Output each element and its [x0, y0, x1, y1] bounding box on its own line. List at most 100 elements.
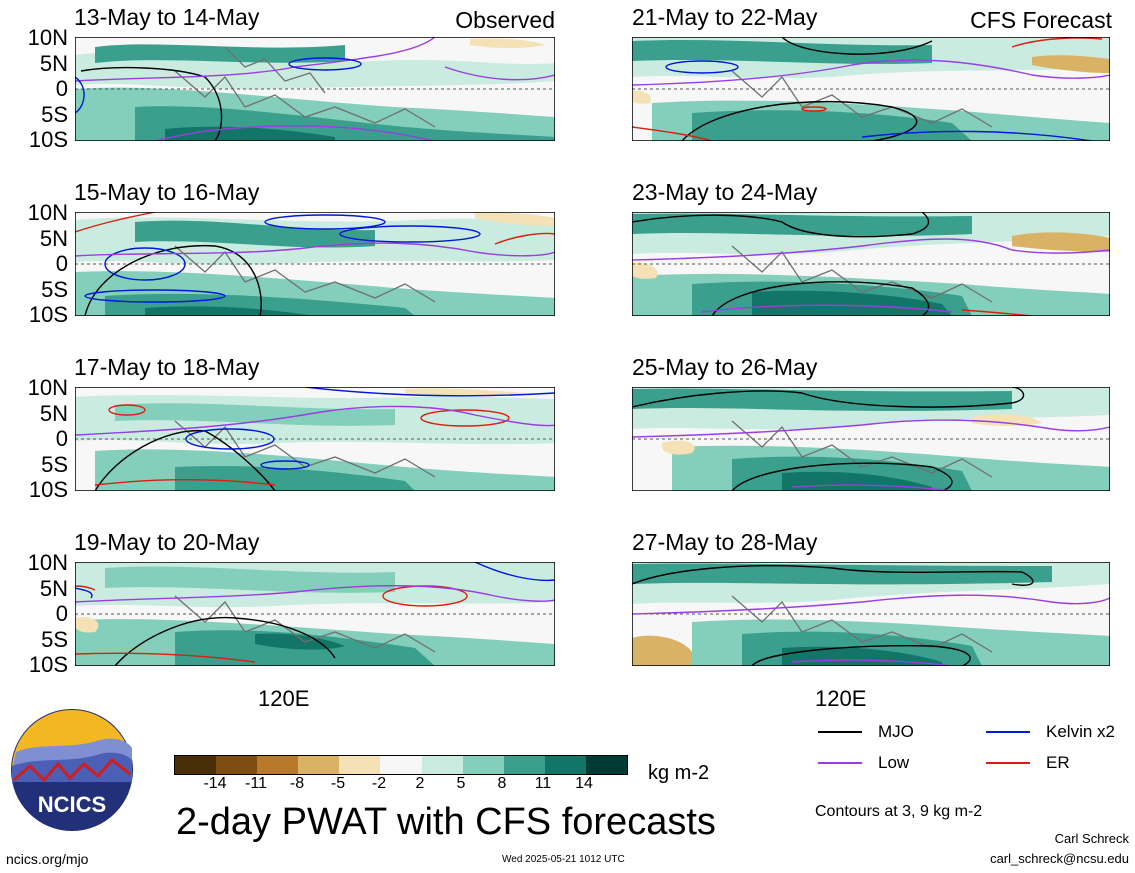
colorbar-swatch [339, 756, 381, 774]
mjo-contour [731, 462, 953, 491]
colorbar-swatch [216, 756, 258, 774]
er-contour [632, 126, 713, 141]
author-email: carl_schreck@ncsu.edu [990, 851, 1129, 866]
pwat-band [145, 306, 315, 316]
kelvin-contour [185, 428, 275, 450]
lat-label-5s: 5S [41, 627, 68, 652]
pwat-band [972, 414, 1042, 426]
lat-label-5n: 5N [39, 576, 68, 601]
pwat-map-panel-5 [632, 37, 1110, 141]
er-contour [75, 652, 256, 663]
lat-label-5n: 5N [39, 401, 68, 426]
colorbar-label: -2 [371, 775, 387, 792]
colorbar-label: 11 [534, 775, 552, 792]
pwat-band [632, 388, 1012, 411]
mjo-contour [781, 37, 933, 55]
ncics-logo: NCICS [11, 709, 133, 831]
panel-title-7: 25-May to 26-May [632, 354, 818, 380]
lat-label-eq: 0 [55, 76, 68, 101]
pwat-band [632, 213, 972, 236]
mjo-contour [632, 565, 1034, 586]
low-contour [701, 304, 953, 313]
pwat-band [475, 212, 555, 226]
colorbar-swatch [462, 756, 504, 774]
coastline [731, 595, 993, 653]
logo-mountains [12, 752, 132, 782]
author: Carl Schreck [1054, 831, 1129, 846]
low-contour [791, 484, 953, 491]
source-url: ncics.org/mjo [6, 851, 89, 867]
er-contour [75, 585, 96, 591]
pwat-map-panel-1 [75, 37, 555, 141]
cfs-forecast-label: CFS Forecast [970, 7, 1112, 33]
pwat-band [752, 290, 952, 316]
logo-line [13, 757, 131, 783]
colorbar-swatch [380, 756, 422, 774]
mjo-contour [84, 244, 262, 316]
legend-label-er: ER [1046, 753, 1070, 772]
mjo-contour [632, 212, 930, 238]
colorbar-swatch [298, 756, 340, 774]
lat-label-10n: 10N [27, 375, 68, 400]
pwat-band [1012, 232, 1110, 252]
pwat-map-panel-2 [75, 212, 555, 316]
colorbar-label: 8 [497, 775, 507, 792]
kelvin-contour [665, 60, 739, 74]
lat-label-5s: 5S [41, 452, 68, 477]
low-contour [632, 419, 1110, 438]
coastline [174, 245, 436, 303]
er-contour [420, 409, 510, 427]
pwat-band [405, 388, 525, 397]
colorbar-units: kg m-2 [648, 762, 710, 784]
colorbar [174, 755, 628, 775]
pwat-map-panel-4 [75, 562, 555, 666]
pwat-band [662, 440, 695, 455]
panel-title-8: 27-May to 28-May [632, 529, 818, 555]
low-contour [791, 659, 953, 666]
low-contour [75, 585, 555, 603]
legend-label-kelvin: Kelvin x2 [1046, 722, 1115, 741]
kelvin-contour [260, 460, 310, 470]
low-contour [632, 59, 1110, 86]
legend-swatch-kelvin [986, 731, 1030, 733]
pwat-band [135, 220, 375, 248]
kelvin-contour [104, 247, 186, 281]
colorbar-swatch [421, 756, 463, 774]
mjo-contour [114, 616, 336, 666]
legend-swatch-low [818, 762, 862, 764]
pwat-band [75, 52, 555, 90]
kelvin-contour [288, 57, 362, 71]
lat-label-10n: 10N [27, 550, 68, 575]
panel-title-6: 23-May to 24-May [632, 179, 818, 205]
er-contour [801, 106, 827, 112]
colorbar-swatch [257, 756, 299, 774]
lon-label-right: 120E [815, 686, 867, 711]
kelvin-contour [304, 387, 555, 397]
panel-title-1: 13-May to 14-May [74, 4, 260, 30]
contour-legend: MJO Kelvin x2 Low ER [818, 722, 1128, 782]
colorbar-label: -5 [330, 775, 346, 792]
colorbar-label: 5 [456, 775, 466, 792]
low-contour [154, 125, 436, 141]
er-contour [1011, 37, 1103, 48]
kelvin-contour [75, 76, 85, 114]
lat-label-eq: 0 [55, 601, 68, 626]
low-contour [75, 405, 555, 436]
er-contour [94, 479, 276, 486]
panel-title-5: 21-May to 22-May [632, 4, 818, 30]
coastline [731, 420, 993, 478]
low-contour [632, 594, 1110, 615]
pwat-map-panel-3 [75, 387, 555, 491]
lat-label-5s: 5S [41, 102, 68, 127]
er-contour [494, 232, 555, 245]
pwat-band [175, 465, 415, 491]
panel-title-4: 19-May to 20-May [74, 529, 260, 555]
lat-label-10s: 10S [28, 652, 68, 677]
er-contour [75, 212, 156, 233]
legend-label-mjo: MJO [878, 722, 914, 741]
kelvin-contour [84, 289, 226, 303]
lon-label-left: 120E [258, 686, 310, 711]
low-contour [75, 242, 555, 257]
pwat-band [105, 566, 395, 593]
mjo-contour [711, 281, 930, 316]
